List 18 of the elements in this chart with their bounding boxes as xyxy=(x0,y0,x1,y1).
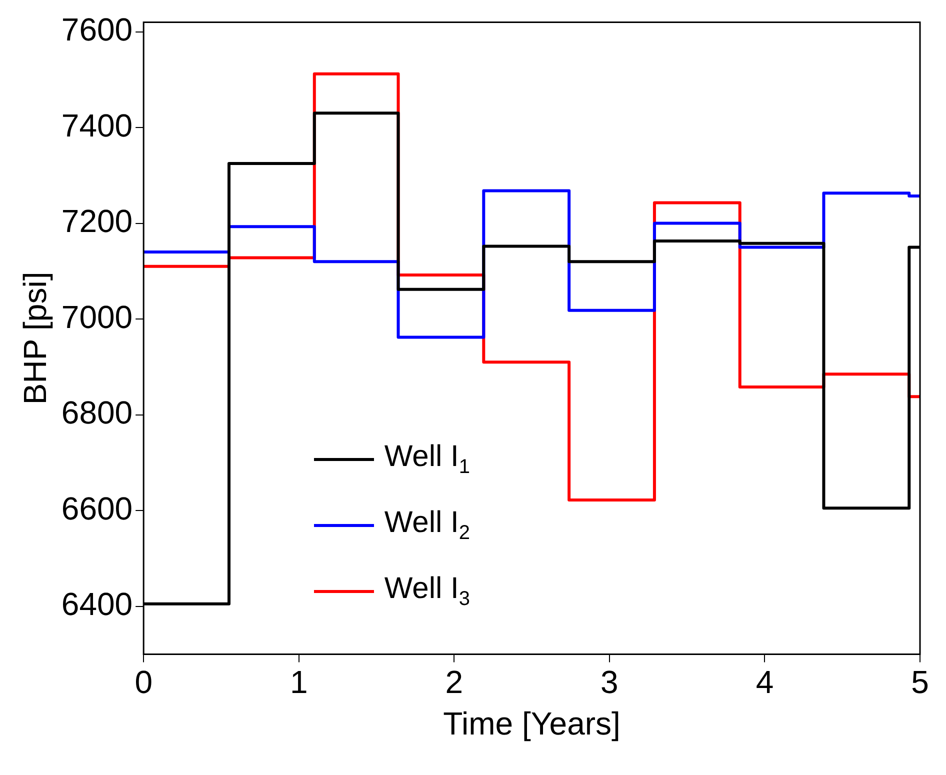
x-tick-label: 1 xyxy=(290,664,308,700)
x-tick-label: 4 xyxy=(756,664,774,700)
y-tick-label: 7200 xyxy=(61,203,133,240)
y-tick-label: 6800 xyxy=(61,394,133,431)
legend-label: Well I$_{3}$ xyxy=(384,572,470,610)
x-tick-label: 3 xyxy=(600,664,618,700)
y-tick-label: 7400 xyxy=(61,107,133,144)
x-axis-title: Time [Years] xyxy=(443,706,620,742)
y-tick-label: 7600 xyxy=(61,12,133,48)
x-tick-label: 0 xyxy=(134,664,152,700)
legend-label: Well I$_{1}$ xyxy=(384,440,470,478)
y-tick-label: 7000 xyxy=(61,298,133,335)
y-tick-label: 6600 xyxy=(61,490,133,526)
y-tick-label: 6400 xyxy=(61,586,133,622)
y-axis-title: BHP [psi] xyxy=(17,272,54,405)
x-tick-label: 5 xyxy=(911,664,929,700)
x-tick-label: 2 xyxy=(445,664,464,700)
legend-label: Well I$_{2}$ xyxy=(384,506,470,544)
